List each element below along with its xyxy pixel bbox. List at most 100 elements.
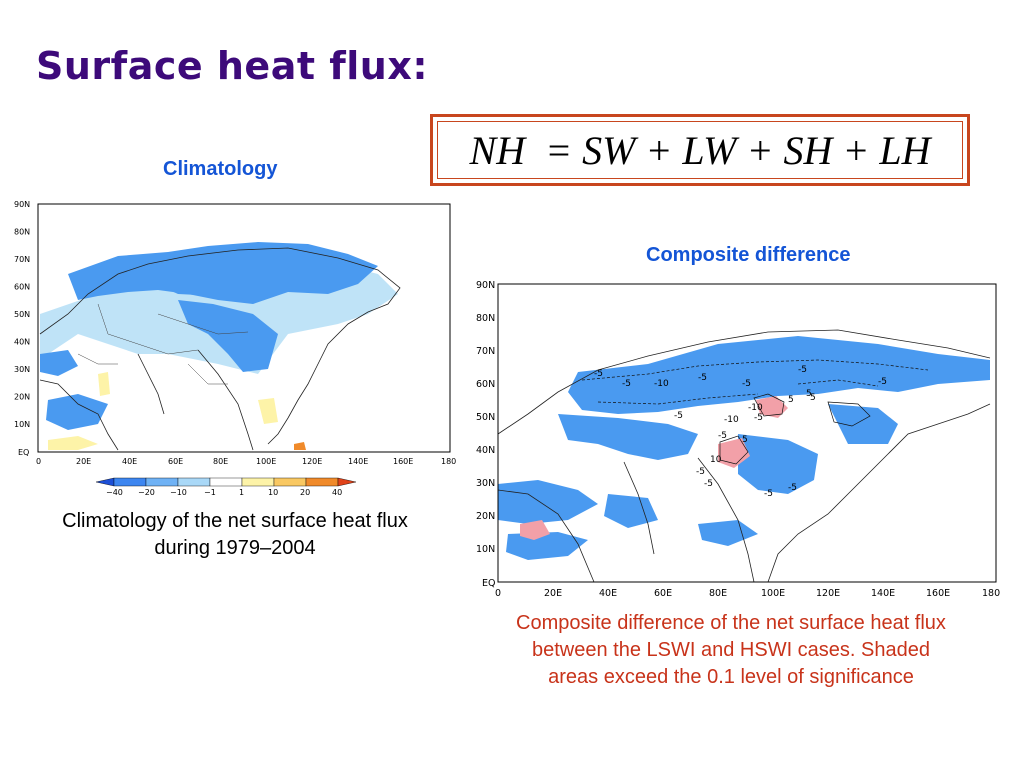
contour-label: -10 — [748, 403, 763, 413]
composite-lat-label: 50N — [476, 412, 495, 423]
composite-africa-shade — [498, 480, 598, 524]
contour-label: -5 — [674, 411, 683, 421]
composite-north-shade — [568, 336, 990, 414]
climatology-heading: Climatology — [163, 158, 278, 180]
climatology-yellow-3 — [48, 436, 98, 450]
contour-label: 5 — [806, 389, 812, 399]
climatology-lat-label: 80N — [14, 228, 30, 237]
composite-coastline — [497, 329, 991, 583]
composite-lat-label: 40N — [476, 445, 495, 456]
composite-lon-label: 20E — [544, 588, 562, 599]
composite-lon-label: 180 — [982, 588, 1000, 599]
climatology-asia-shade — [178, 300, 278, 372]
colorbar-label: 40 — [332, 488, 342, 497]
climatology-lon-label: 80E — [213, 457, 228, 466]
colorbar-segment — [145, 477, 179, 487]
composite-lat-label: 90N — [476, 280, 495, 291]
composite-lat-label: 80N — [476, 313, 495, 324]
climatology-lon-label: 120E — [302, 457, 322, 466]
composite-lon-label: 60E — [654, 588, 672, 599]
climatology-lat-label: 90N — [14, 200, 30, 209]
composite-lon-label: 120E — [816, 588, 840, 599]
composite-pink-3 — [520, 520, 550, 540]
climatology-caption-line: during 1979–2004 — [154, 537, 316, 559]
climatology-yellow-2 — [258, 398, 278, 424]
composite-heading: Composite difference — [646, 244, 851, 266]
climatology-colorbar: −40 −20 −10 −1 1 10 20 40 — [95, 477, 357, 497]
composite-sea-shade — [506, 532, 588, 560]
composite-lon-label: 0 — [495, 588, 501, 599]
composite-ocean-shade — [698, 520, 758, 546]
colorbar-label: 10 — [268, 488, 278, 497]
composite-lat-label: 20N — [476, 511, 495, 522]
contour-label: -5 — [878, 377, 887, 387]
contour-label: 5 — [810, 393, 816, 403]
contour-label: -5 — [788, 483, 797, 493]
composite-lat-label: EQ — [482, 578, 495, 589]
climatology-africa-shade — [40, 350, 78, 376]
contour-label: -5 — [764, 489, 773, 499]
contour-label: -5 — [754, 413, 763, 423]
contour-label: -5 — [718, 431, 727, 441]
contour-label: -5 — [698, 373, 707, 383]
heat-flux-equation: NH = SW + LW + SH + LH — [437, 121, 963, 179]
contour-label: -5 — [742, 379, 751, 389]
climatology-lon-label: 20E — [76, 457, 91, 466]
climatology-lat-label: 60N — [14, 283, 30, 292]
climatology-lon-label: 100E — [256, 457, 276, 466]
composite-caption-line: Composite difference of the net surface … — [516, 612, 946, 634]
climatology-lat-label: 10N — [14, 420, 30, 429]
composite-pink-2 — [718, 438, 750, 468]
colorbar-segment — [241, 477, 275, 487]
climatology-caption: Climatology of the net surface heat flux… — [0, 508, 470, 562]
composite-lon-label: 160E — [926, 588, 950, 599]
contour-label: -10 — [724, 415, 739, 425]
climatology-lon-label: 40E — [122, 457, 137, 466]
composite-lon-label: 140E — [871, 588, 895, 599]
colorbar-right-arrow — [337, 477, 357, 487]
composite-lat-label: 30N — [476, 478, 495, 489]
climatology-lon-label: 0 — [36, 457, 41, 466]
colorbar-label: −20 — [138, 488, 155, 497]
climatology-mid-shade — [68, 242, 378, 304]
composite-india-shade — [604, 494, 658, 528]
composite-lon-label: 100E — [761, 588, 785, 599]
contour-label: -5 — [696, 467, 705, 477]
climatology-lat-label: 20N — [14, 393, 30, 402]
composite-map: -5 -5 -5 -10 -5 -5 -5 5 -5 -10 -5 5 -5 -… — [476, 280, 1000, 599]
composite-caption-line: between the LSWI and HSWI cases. Shaded — [532, 639, 930, 661]
climatology-borders — [77, 303, 249, 385]
climatology-lat-label: EQ — [18, 448, 29, 457]
composite-lon-axis: 0 20E 40E 60E 80E 100E 120E 140E 160E 18… — [495, 588, 1000, 599]
composite-lat-label: 10N — [476, 544, 495, 555]
climatology-yellow-1 — [98, 372, 110, 396]
composite-asia-shade — [738, 434, 818, 494]
climatology-north-shade — [138, 274, 278, 300]
climatology-arabia-shade — [46, 394, 108, 430]
climatology-lat-label: 40N — [14, 338, 30, 347]
colorbar-label: 1 — [239, 488, 244, 497]
composite-lat-label: 60N — [476, 379, 495, 390]
composite-pink-1 — [756, 396, 788, 418]
colorbar-segment — [113, 477, 147, 487]
composite-caption: Composite difference of the net surface … — [448, 610, 1014, 691]
climatology-orange-spot — [294, 442, 306, 450]
climatology-lon-label: 60E — [168, 457, 183, 466]
slide-title: Surface heat flux: — [36, 44, 429, 88]
composite-lon-label: 40E — [599, 588, 617, 599]
contour-label: 5 — [742, 435, 748, 445]
composite-dashed-contour — [581, 359, 929, 405]
composite-lon-label: 80E — [709, 588, 727, 599]
climatology-caption-line: Climatology of the net surface heat flux — [62, 510, 408, 532]
contour-label: -5 — [594, 369, 603, 379]
colorbar-label: −1 — [204, 488, 216, 497]
contour-label: 5 — [788, 395, 794, 405]
composite-east-shade — [828, 404, 898, 444]
climatology-lon-axis: 0 20E 40E 60E 80E 100E 120E 140E 160E 18… — [36, 457, 456, 466]
composite-lat-label: 70N — [476, 346, 495, 357]
contour-label: 10 — [710, 455, 722, 465]
climatology-lon-label: 140E — [348, 457, 368, 466]
climatology-lat-label: 70N — [14, 255, 30, 264]
climatology-lon-label: 160E — [393, 457, 413, 466]
composite-solid-contour — [719, 393, 871, 465]
